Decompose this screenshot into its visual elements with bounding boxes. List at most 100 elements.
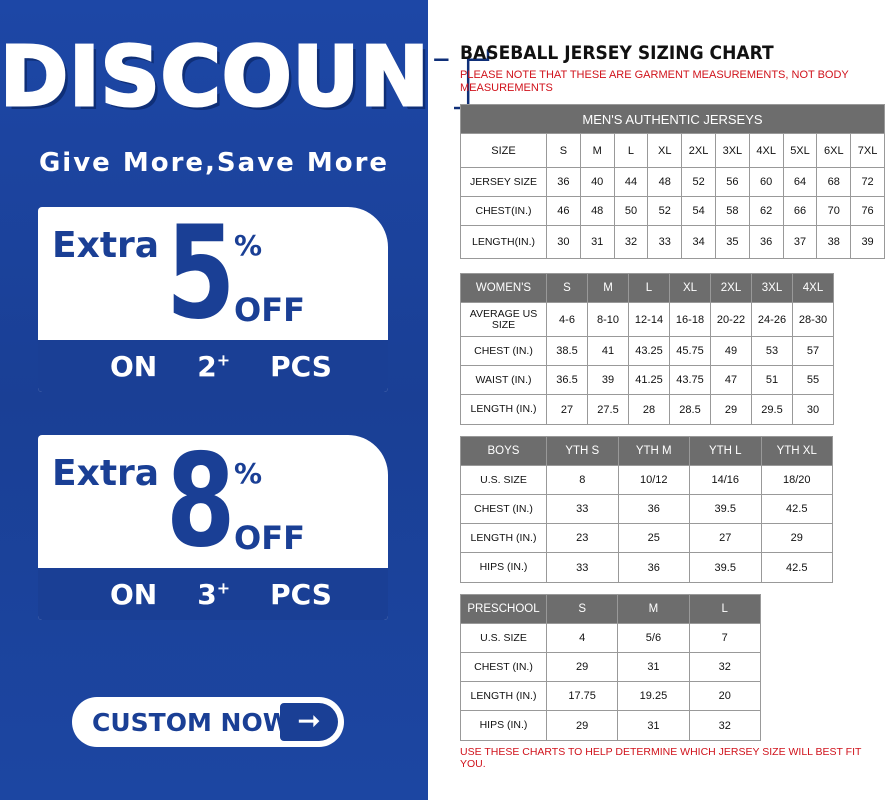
column-header: L xyxy=(613,133,649,168)
table-cell: 36 xyxy=(748,225,784,259)
qty-value: 2 xyxy=(197,349,217,383)
womens-table: WOMEN'S S M L XL 2XL 3XL 4XL AVERAGE US SIZE 4-6 8… xyxy=(460,273,834,425)
table-row: CHEST (IN.) 29 31 32 xyxy=(460,652,761,682)
table-cell: 24-26 xyxy=(751,302,793,337)
table-cell: 27 xyxy=(689,523,762,553)
qty-value: 3 xyxy=(197,577,217,611)
table-cell: 28.5 xyxy=(669,394,711,425)
table-cell: 57 xyxy=(792,336,834,366)
table-cell: 4-6 xyxy=(546,302,588,337)
row-label: WAIST (IN.) xyxy=(460,365,547,395)
row-label: U.S. SIZE xyxy=(460,623,547,653)
table-cell: 56 xyxy=(714,167,750,197)
column-header: M xyxy=(579,133,615,168)
column-header: BOYS xyxy=(460,436,547,466)
column-header: L xyxy=(688,594,761,624)
table-cell: 50 xyxy=(613,196,649,226)
table-header-row: BOYS YTH S YTH M YTH L YTH XL xyxy=(460,436,833,466)
table-cell: 29 xyxy=(545,652,619,682)
table-cell: 17.75 xyxy=(545,681,619,711)
table-header-row: SIZE S M L XL 2XL 3XL 4XL 5XL 6XL 7XL xyxy=(460,133,885,168)
offer-off: OFF xyxy=(234,519,305,557)
table-cell: 31 xyxy=(579,225,615,259)
table-row: LENGTH(IN.) 30 31 32 33 34 35 36 37 38 39 xyxy=(460,225,885,259)
custom-now-button[interactable]: CUSTOM NOW ➞ xyxy=(72,697,344,747)
unit-label: PCS xyxy=(270,577,332,611)
table-cell: 47 xyxy=(710,365,752,395)
table-cell: 4 xyxy=(545,623,619,653)
qty-plus: + xyxy=(216,350,231,370)
table-row: JERSEY SIZE 36 40 44 48 52 56 60 64 68 72 xyxy=(460,167,885,197)
table-cell: 42.5 xyxy=(760,552,833,583)
table-cell: 43.25 xyxy=(628,336,670,366)
table-cell: 7 xyxy=(688,623,761,653)
column-header: YTH S xyxy=(546,436,619,466)
table-cell: 30 xyxy=(546,225,581,259)
table-cell: 12-14 xyxy=(628,302,670,337)
table-cell: 33 xyxy=(647,225,683,259)
qty: 2+ xyxy=(197,350,230,383)
table-cell: 46 xyxy=(546,196,581,226)
table-cell: 18/20 xyxy=(760,465,833,495)
table-cell: 39 xyxy=(587,365,629,395)
table-row: U.S. SIZE 8 10/12 14/16 18/20 xyxy=(460,465,833,495)
table-cell: 5/6 xyxy=(617,623,690,653)
column-header: L xyxy=(628,273,670,303)
table-cell: 19.25 xyxy=(617,681,690,711)
table-cell: 51 xyxy=(751,365,793,395)
table-cell: 16-18 xyxy=(669,302,711,337)
table-cell: 27 xyxy=(546,394,588,425)
offer-card-5: Extra 5 % OFF ON 2+ PCS xyxy=(38,207,388,392)
on-label: ON xyxy=(110,577,158,611)
table-cell: 20-22 xyxy=(710,302,752,337)
table-cell: 31 xyxy=(617,710,690,741)
table-cell: 48 xyxy=(579,196,615,226)
table-cell: 32 xyxy=(613,225,649,259)
column-header: M xyxy=(587,273,629,303)
table-cell: 55 xyxy=(792,365,834,395)
on-label: ON xyxy=(110,349,158,383)
table-cell: 10/12 xyxy=(617,465,690,495)
table-cell: 38.5 xyxy=(546,336,588,366)
preschool-table: PRESCHOOL S M L U.S. SIZE 4 5/6 7 CHEST (IN.) 29 3… xyxy=(460,594,761,741)
column-header: WOMEN'S xyxy=(460,273,547,303)
arrow-right-icon: ➞ xyxy=(280,703,338,741)
table-row: U.S. SIZE 4 5/6 7 xyxy=(460,623,761,653)
column-header: YTH L xyxy=(689,436,762,466)
column-header: S xyxy=(545,594,619,624)
offer-condition: ON 3+ PCS xyxy=(38,568,388,620)
promo-panel: DISCOUNT Give More,Save More Extra 5 % O… xyxy=(0,0,487,800)
table-cell: 36.5 xyxy=(546,365,588,395)
table-cell: 8 xyxy=(546,465,619,495)
table-cell: 35 xyxy=(714,225,750,259)
table-cell: 49 xyxy=(710,336,752,366)
row-label: JERSEY SIZE xyxy=(460,167,547,197)
table-cell: 45.75 xyxy=(669,336,711,366)
table-row: WAIST (IN.) 36.5 39 41.25 43.75 47 51 55 xyxy=(460,365,834,395)
offer-value: 8 xyxy=(166,435,236,576)
column-header: 3XL xyxy=(714,133,750,168)
boys-table: BOYS YTH S YTH M YTH L YTH XL U.S. SIZE 8 10/12… xyxy=(460,436,833,583)
table-header-row: PRESCHOOL S M L xyxy=(460,594,761,624)
table-cell: 33 xyxy=(546,494,619,524)
column-header: 5XL xyxy=(782,133,818,168)
mens-table: MEN'S AUTHENTIC JERSEYS SIZE S M L XL 2XL 3XL 4X… xyxy=(460,104,885,259)
table-cell: 23 xyxy=(546,523,619,553)
offer-value: 5 xyxy=(166,207,236,348)
table-cell: 32 xyxy=(688,710,761,741)
table-cell: 41.25 xyxy=(628,365,670,395)
table-row: CHEST (IN.) 33 36 39.5 42.5 xyxy=(460,494,833,524)
row-label: CHEST (IN.) xyxy=(460,336,547,366)
qty: 3+ xyxy=(197,578,230,611)
column-header: SIZE xyxy=(460,133,547,168)
table-row: CHEST (IN.) 38.5 41 43.25 45.75 49 53 57 xyxy=(460,336,834,366)
table-cell: 29 xyxy=(710,394,752,425)
table-row: LENGTH (IN.) 23 25 27 29 xyxy=(460,523,833,553)
table-cell: 29 xyxy=(760,523,833,553)
table-row: LENGTH (IN.) 27 27.5 28 28.5 29 29.5 30 xyxy=(460,394,834,425)
row-label: LENGTH(IN.) xyxy=(460,225,547,259)
table-cell: 52 xyxy=(647,196,683,226)
tagline: Give More,Save More xyxy=(38,148,390,178)
column-header: XL xyxy=(669,273,711,303)
row-label: LENGTH (IN.) xyxy=(460,394,547,425)
